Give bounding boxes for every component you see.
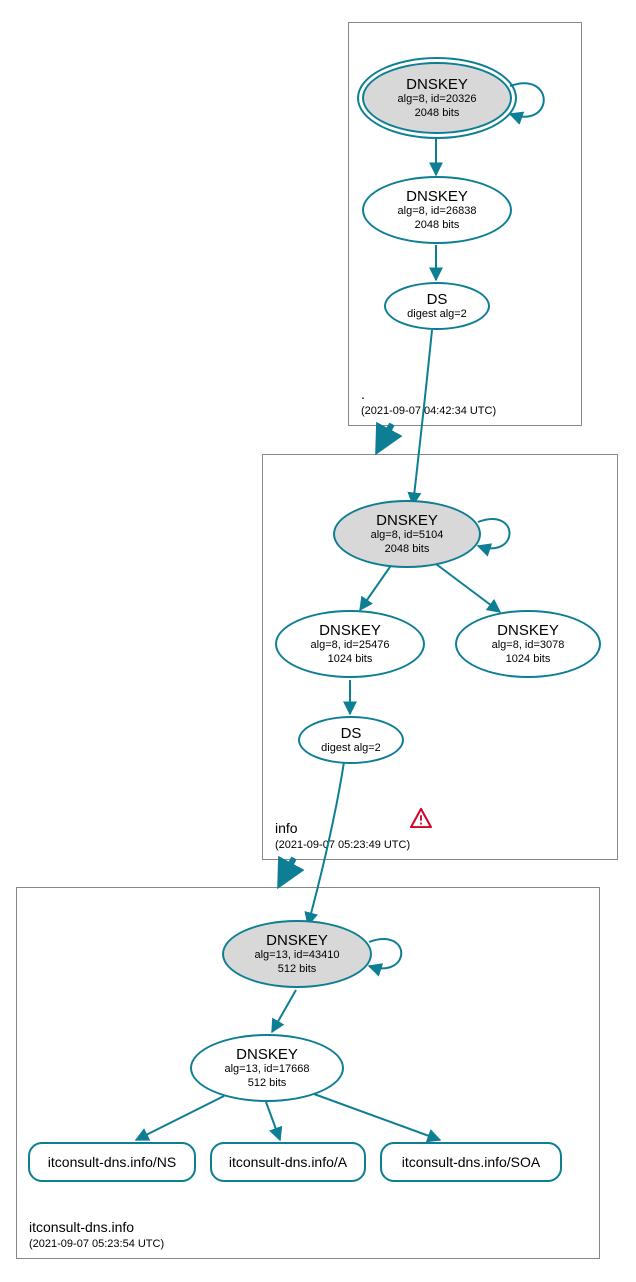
node-info-zsk1-sub2: 1024 bits	[328, 653, 373, 667]
node-dom-ksk-sub2: 512 bits	[278, 963, 317, 977]
node-info-zsk2-sub1: alg=8, id=3078	[492, 639, 565, 653]
node-rr-ns-title: itconsult-dns.info/NS	[48, 1154, 176, 1170]
zone-domain-name: itconsult-dns.info	[29, 1219, 164, 1235]
zone-root-ts: (2021-09-07 04:42:34 UTC)	[361, 405, 496, 417]
node-root-zsk-title: DNSKEY	[406, 188, 468, 205]
node-root-ds-sub1: digest alg=2	[407, 308, 467, 322]
node-root-ds-title: DS	[427, 291, 448, 308]
node-info-zsk1: DNSKEY alg=8, id=25476 1024 bits	[275, 610, 425, 678]
node-dom-ksk-title: DNSKEY	[266, 932, 328, 949]
node-info-zsk2: DNSKEY alg=8, id=3078 1024 bits	[455, 610, 601, 678]
node-rr-soa-title: itconsult-dns.info/SOA	[402, 1154, 541, 1170]
node-dom-zsk: DNSKEY alg=13, id=17668 512 bits	[190, 1034, 344, 1102]
zone-info-label: info (2021-09-07 05:23:49 UTC)	[275, 820, 410, 851]
node-rr-a-title: itconsult-dns.info/A	[229, 1154, 347, 1170]
node-dom-ksk-sub1: alg=13, id=43410	[254, 949, 339, 963]
node-info-ds-sub1: digest alg=2	[321, 742, 381, 756]
node-root-zsk-sub1: alg=8, id=26838	[398, 205, 477, 219]
node-info-zsk1-title: DNSKEY	[319, 622, 381, 639]
node-dom-zsk-sub1: alg=13, id=17668	[224, 1063, 309, 1077]
node-rr-soa: itconsult-dns.info/SOA	[380, 1142, 562, 1182]
node-dom-ksk: DNSKEY alg=13, id=43410 512 bits	[222, 920, 372, 988]
node-rr-ns: itconsult-dns.info/NS	[28, 1142, 196, 1182]
node-info-zsk2-sub2: 1024 bits	[506, 653, 551, 667]
node-root-ksk-sub1: alg=8, id=20326	[398, 93, 477, 107]
node-info-ksk-sub2: 2048 bits	[385, 543, 430, 557]
edge-box-info-domain	[280, 858, 294, 884]
warning-icon	[410, 808, 432, 828]
node-info-ksk-sub1: alg=8, id=5104	[371, 529, 444, 543]
node-info-ksk: DNSKEY alg=8, id=5104 2048 bits	[333, 500, 481, 568]
node-info-ds-title: DS	[341, 725, 362, 742]
zone-root-name: .	[361, 386, 496, 402]
node-root-ksk-sub2: 2048 bits	[415, 107, 460, 121]
node-info-zsk2-title: DNSKEY	[497, 622, 559, 639]
node-root-ksk-title: DNSKEY	[406, 76, 468, 93]
node-rr-a: itconsult-dns.info/A	[210, 1142, 366, 1182]
zone-root-label: . (2021-09-07 04:42:34 UTC)	[361, 386, 496, 417]
node-dom-zsk-sub2: 512 bits	[248, 1077, 287, 1091]
zone-domain-ts: (2021-09-07 05:23:54 UTC)	[29, 1238, 164, 1250]
node-info-ds: DS digest alg=2	[298, 716, 404, 764]
edge-box-root-info	[378, 424, 392, 450]
node-root-ksk: DNSKEY alg=8, id=20326 2048 bits	[362, 62, 512, 134]
node-info-zsk1-sub1: alg=8, id=25476	[311, 639, 390, 653]
node-root-zsk-sub2: 2048 bits	[415, 219, 460, 233]
node-root-zsk: DNSKEY alg=8, id=26838 2048 bits	[362, 176, 512, 244]
node-info-ksk-title: DNSKEY	[376, 512, 438, 529]
zone-domain-label: itconsult-dns.info (2021-09-07 05:23:54 …	[29, 1219, 164, 1250]
zone-info-name: info	[275, 820, 410, 836]
zone-info-ts: (2021-09-07 05:23:49 UTC)	[275, 839, 410, 851]
node-dom-zsk-title: DNSKEY	[236, 1046, 298, 1063]
node-root-ds: DS digest alg=2	[384, 282, 490, 330]
